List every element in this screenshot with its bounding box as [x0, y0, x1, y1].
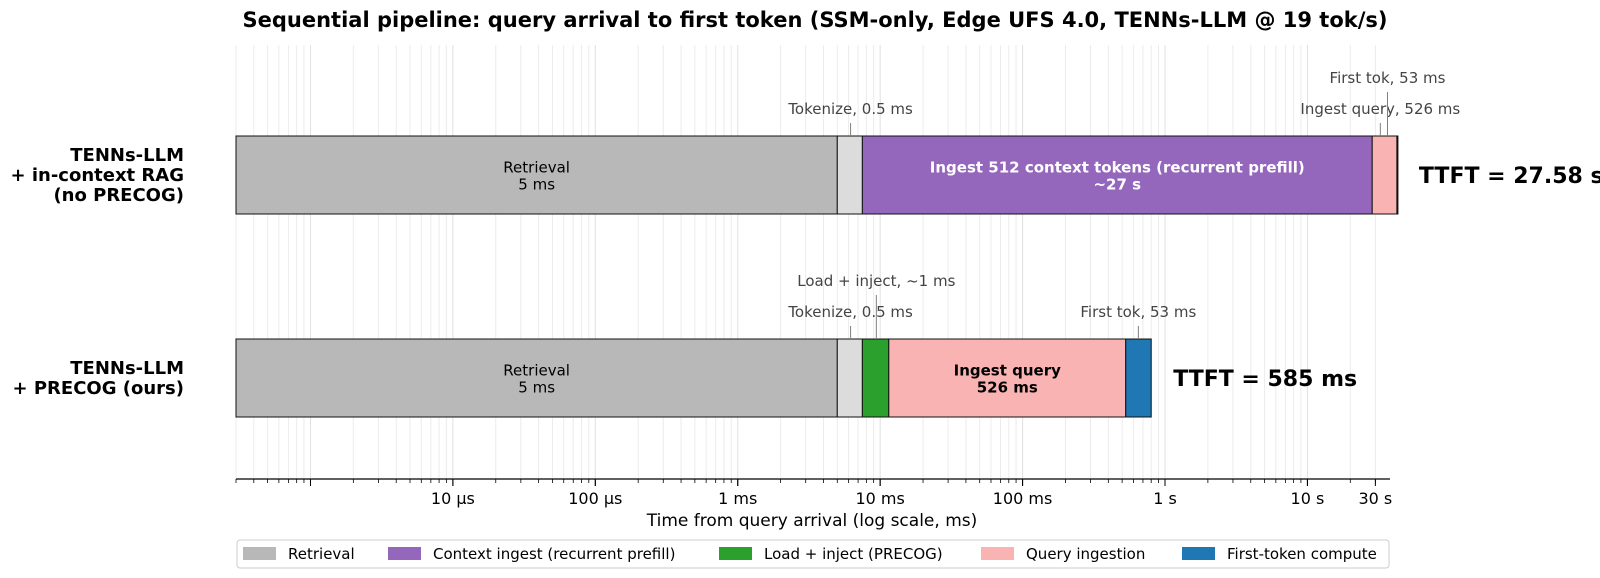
ttft-label: TTFT = 585 ms — [1173, 367, 1357, 392]
x-axis: 10 µs 100 µs 1 ms 10 ms 100 ms 1 s 10 s 30 s — [235, 478, 1392, 508]
row-label-line: + PRECOG (ours) — [13, 378, 184, 399]
segment-label-line: 5 ms — [518, 379, 555, 397]
annotation-label: First tok, 53 ms — [1080, 303, 1196, 321]
bar-segment-first — [1396, 135, 1399, 215]
x-tick-label: 10 s — [1291, 489, 1325, 508]
segment-label: Ingest 512 context tokens (recurrent pre… — [930, 159, 1305, 194]
legend-label: Load + inject (PRECOG) — [764, 545, 943, 563]
segment-label: Retrieval 5 ms — [503, 362, 570, 397]
legend-swatch-first — [1182, 547, 1215, 560]
segment-label-line: ~27 s — [1093, 176, 1141, 194]
row-label-line: + in-context RAG — [10, 165, 184, 186]
legend-label: Context ingest (recurrent prefill) — [433, 545, 675, 563]
bar-segment-tokenize — [836, 135, 863, 215]
segment-label-line: 526 ms — [977, 379, 1038, 397]
legend-swatch-context — [388, 547, 421, 560]
bar-segment-retrieval — [235, 338, 838, 418]
row-label-line: TENNs-LLM — [70, 145, 184, 166]
bar-segment-tokenize — [836, 338, 863, 418]
segment-label-line: Retrieval — [503, 159, 570, 177]
legend-frame — [236, 539, 1390, 569]
x-axis-label: Time from query arrival (log scale, ms) — [646, 511, 978, 531]
bar-segment-retrieval — [235, 135, 838, 215]
legend-swatch-retrieval — [243, 547, 276, 560]
segment-label: Ingest query 526 ms — [954, 362, 1061, 397]
legend-swatch-query — [981, 547, 1014, 560]
bar-segment-first — [1125, 338, 1152, 418]
legend-label: First-token compute — [1227, 545, 1377, 563]
bar-segment-context — [861, 135, 1373, 215]
x-tick-label: 100 ms — [993, 489, 1053, 508]
segment-label-line: Retrieval — [503, 362, 570, 380]
x-tick-label: 10 µs — [431, 489, 475, 508]
bar-segment-load — [861, 338, 890, 418]
legend: Retrieval Context ingest (recurrent prefi… — [236, 539, 1390, 569]
chart-title: Sequential pipeline: query arrival to fi… — [243, 8, 1388, 32]
legend-label: Retrieval — [288, 545, 355, 563]
x-tick-label: 1 s — [1153, 489, 1177, 508]
row-label-line: TENNs-LLM — [70, 358, 184, 379]
segment-label: Retrieval 5 ms — [503, 159, 570, 194]
legend-label: Query ingestion — [1026, 545, 1145, 563]
x-tick-label: 1 ms — [718, 489, 757, 508]
segment-label-line: Ingest query — [954, 362, 1061, 380]
x-tick-label: 30 s — [1358, 489, 1392, 508]
x-tick-label: 10 ms — [855, 489, 904, 508]
ttft-label: TTFT = 27.58 s — [1419, 164, 1600, 189]
x-tick-label: 100 µs — [568, 489, 622, 508]
bar-segment-query — [888, 338, 1127, 418]
bar-segment-query — [1371, 135, 1398, 215]
annotation-label: First tok, 53 ms — [1330, 69, 1446, 87]
row-label: TENNs-LLM + in-context RAG (no PRECOG) — [10, 145, 184, 206]
annotation-label: Tokenize, 0.5 ms — [787, 303, 913, 321]
annotations: Tokenize, 0.5 ms Ingest query, 526 ms Firs… — [787, 69, 1460, 339]
row-label: TENNs-LLM + PRECOG (ours) — [13, 358, 184, 399]
segment-label-line: 5 ms — [518, 176, 555, 194]
segment-label-line: Ingest 512 context tokens (recurrent pre… — [930, 159, 1305, 177]
annotation-label: Ingest query, 526 ms — [1300, 100, 1460, 118]
legend-swatch-load — [719, 547, 752, 560]
annotation-label: Tokenize, 0.5 ms — [787, 100, 913, 118]
row-label-line: (no PRECOG) — [53, 185, 184, 206]
annotation-label: Load + inject, ~1 ms — [797, 272, 955, 290]
